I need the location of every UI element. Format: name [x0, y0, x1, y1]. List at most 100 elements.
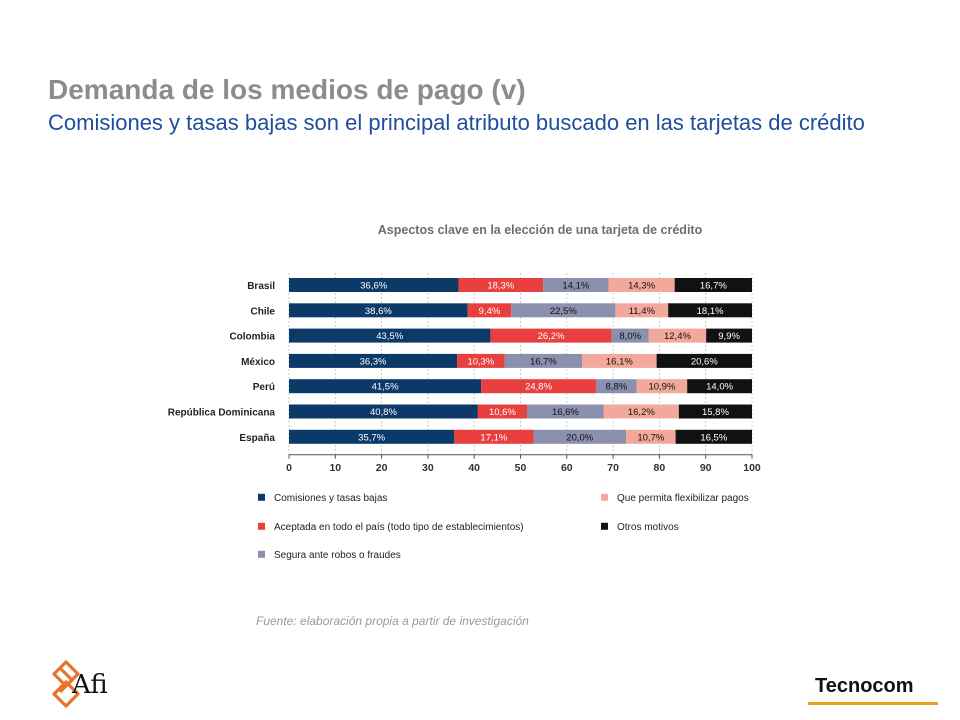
bar-segment: [458, 278, 544, 292]
legend-swatch: [601, 522, 608, 530]
bar-data-label: 16,7%: [700, 281, 727, 292]
bar-data-label: 16,7%: [530, 356, 557, 367]
bar-data-label: 38,6%: [365, 306, 392, 317]
bar-data-label: 16,5%: [700, 432, 727, 443]
bar-data-label: 10,9%: [648, 382, 675, 393]
bar-segment: [615, 303, 669, 318]
bar-data-label: 15,8%: [702, 407, 729, 418]
bar-segment: [678, 404, 752, 419]
bar-segment: [626, 429, 676, 444]
bar-segment: [481, 379, 596, 394]
bar-data-label: 18,1%: [697, 306, 724, 317]
legend-label: Segura ante robos o fraudes: [274, 550, 401, 561]
x-tick-label: 70: [607, 462, 619, 474]
bar-segment: [582, 353, 657, 368]
bar-data-label: 35,7%: [358, 432, 385, 443]
legend-swatch: [601, 493, 608, 501]
category-label: Brasil: [247, 281, 275, 292]
tecnocom-logo-underline: [808, 702, 938, 705]
category-label: Perú: [253, 382, 275, 393]
bar-segment: [595, 379, 637, 394]
x-tick-label: 10: [329, 462, 341, 474]
x-tick-label: 20: [376, 462, 388, 474]
bar-segment: [504, 353, 583, 368]
page-title: Demanda de los medios de pago (v): [48, 74, 526, 105]
bar-segment: [467, 303, 512, 318]
bar-data-label: 18,3%: [487, 281, 514, 292]
bar-data-label: 16,6%: [552, 407, 579, 418]
legend-swatch: [258, 493, 265, 501]
stacked-bar-chart: 0 10 20 30 40 50 60 70 80 90 100 Brasil 36,6% 18,3% 14…: [168, 273, 761, 561]
bar-segment: [608, 278, 675, 292]
bar-data-label: 20,0%: [566, 432, 593, 443]
bar-data-label: 10,7%: [637, 432, 664, 443]
bar-data-label: 8,0%: [619, 331, 641, 342]
category-label: Colombia: [229, 332, 275, 343]
bar-segment: [477, 404, 527, 419]
bar-segment: [511, 303, 616, 318]
afi-logo-text: Afi: [72, 670, 108, 700]
bar-segment: [490, 328, 612, 343]
source-note: Fuente: elaboración propia a partir de i…: [256, 614, 529, 628]
bar-segment: [668, 303, 752, 318]
bar-segment: [603, 404, 679, 419]
category-label: República Dominicana: [168, 408, 276, 419]
bar-data-label: 14,3%: [628, 281, 655, 292]
bar-data-label: 11,4%: [629, 306, 656, 317]
bar-data-label: 20,6%: [691, 356, 718, 367]
afi-knot-logo-icon: [52, 660, 80, 708]
bar-data-label: 14,1%: [562, 281, 589, 292]
bar-data-label: 9,4%: [479, 306, 501, 317]
x-tick-label: 90: [700, 462, 712, 474]
bar-segment: [675, 429, 752, 444]
bar-data-label: 17,1%: [480, 432, 507, 443]
bar-segment: [533, 429, 627, 444]
bar-data-label: 36,3%: [360, 356, 387, 367]
x-tick-label: 30: [422, 462, 434, 474]
bar-data-label: 16,1%: [606, 356, 633, 367]
x-tick-label: 0: [286, 462, 292, 474]
bar-segment: [457, 353, 505, 368]
bar-data-label: 36,6%: [360, 281, 387, 292]
category-label: Chile: [251, 306, 276, 317]
bar-segment: [648, 328, 707, 343]
bar-segment: [706, 328, 752, 343]
legend-label: Otros motivos: [617, 522, 679, 533]
bar-data-label: 12,4%: [664, 331, 691, 342]
bar-segment: [526, 404, 604, 419]
page-subtitle: Comisiones y tasas bajas son el principa…: [48, 110, 865, 135]
category-label: España: [239, 433, 275, 444]
chart-title: Aspectos clave en la elección de una tar…: [377, 223, 703, 237]
bar-data-label: 10,6%: [489, 407, 516, 418]
bar-segment: [674, 278, 752, 292]
x-tick-label: 40: [468, 462, 480, 474]
bar-data-label: 10,3%: [467, 356, 494, 367]
bar-data-label: 26,2%: [538, 331, 565, 342]
bar-segment: [289, 328, 491, 343]
x-tick-label: 50: [515, 462, 527, 474]
legend-label: Que permita flexibilizar pagos: [617, 493, 749, 504]
bar-segment: [289, 303, 468, 318]
legend-swatch: [258, 522, 265, 530]
bar-segment: [454, 429, 534, 444]
bar-data-label: 8,8%: [606, 382, 628, 393]
tecnocom-logo: Tecnocom: [815, 675, 914, 697]
bar-data-label: 22,5%: [550, 306, 577, 317]
category-label: México: [241, 357, 275, 368]
bar-segment: [289, 429, 455, 444]
x-tick-label: 80: [654, 462, 666, 474]
bar-segment: [611, 328, 649, 343]
bar-segment: [687, 379, 752, 394]
legend-swatch: [258, 550, 265, 558]
bar-data-label: 41,5%: [372, 382, 399, 393]
bar-segment: [656, 353, 752, 368]
bar-data-label: 16,2%: [628, 407, 655, 418]
bar-segment: [543, 278, 609, 292]
x-tick-label: 100: [743, 462, 761, 474]
bar-segment: [636, 379, 688, 394]
bar-data-label: 9,9%: [718, 331, 740, 342]
x-tick-label: 60: [561, 462, 573, 474]
legend-label: Comisiones y tasas bajas: [274, 493, 387, 504]
bar-segment: [289, 353, 458, 368]
bar-data-label: 24,8%: [525, 382, 552, 393]
